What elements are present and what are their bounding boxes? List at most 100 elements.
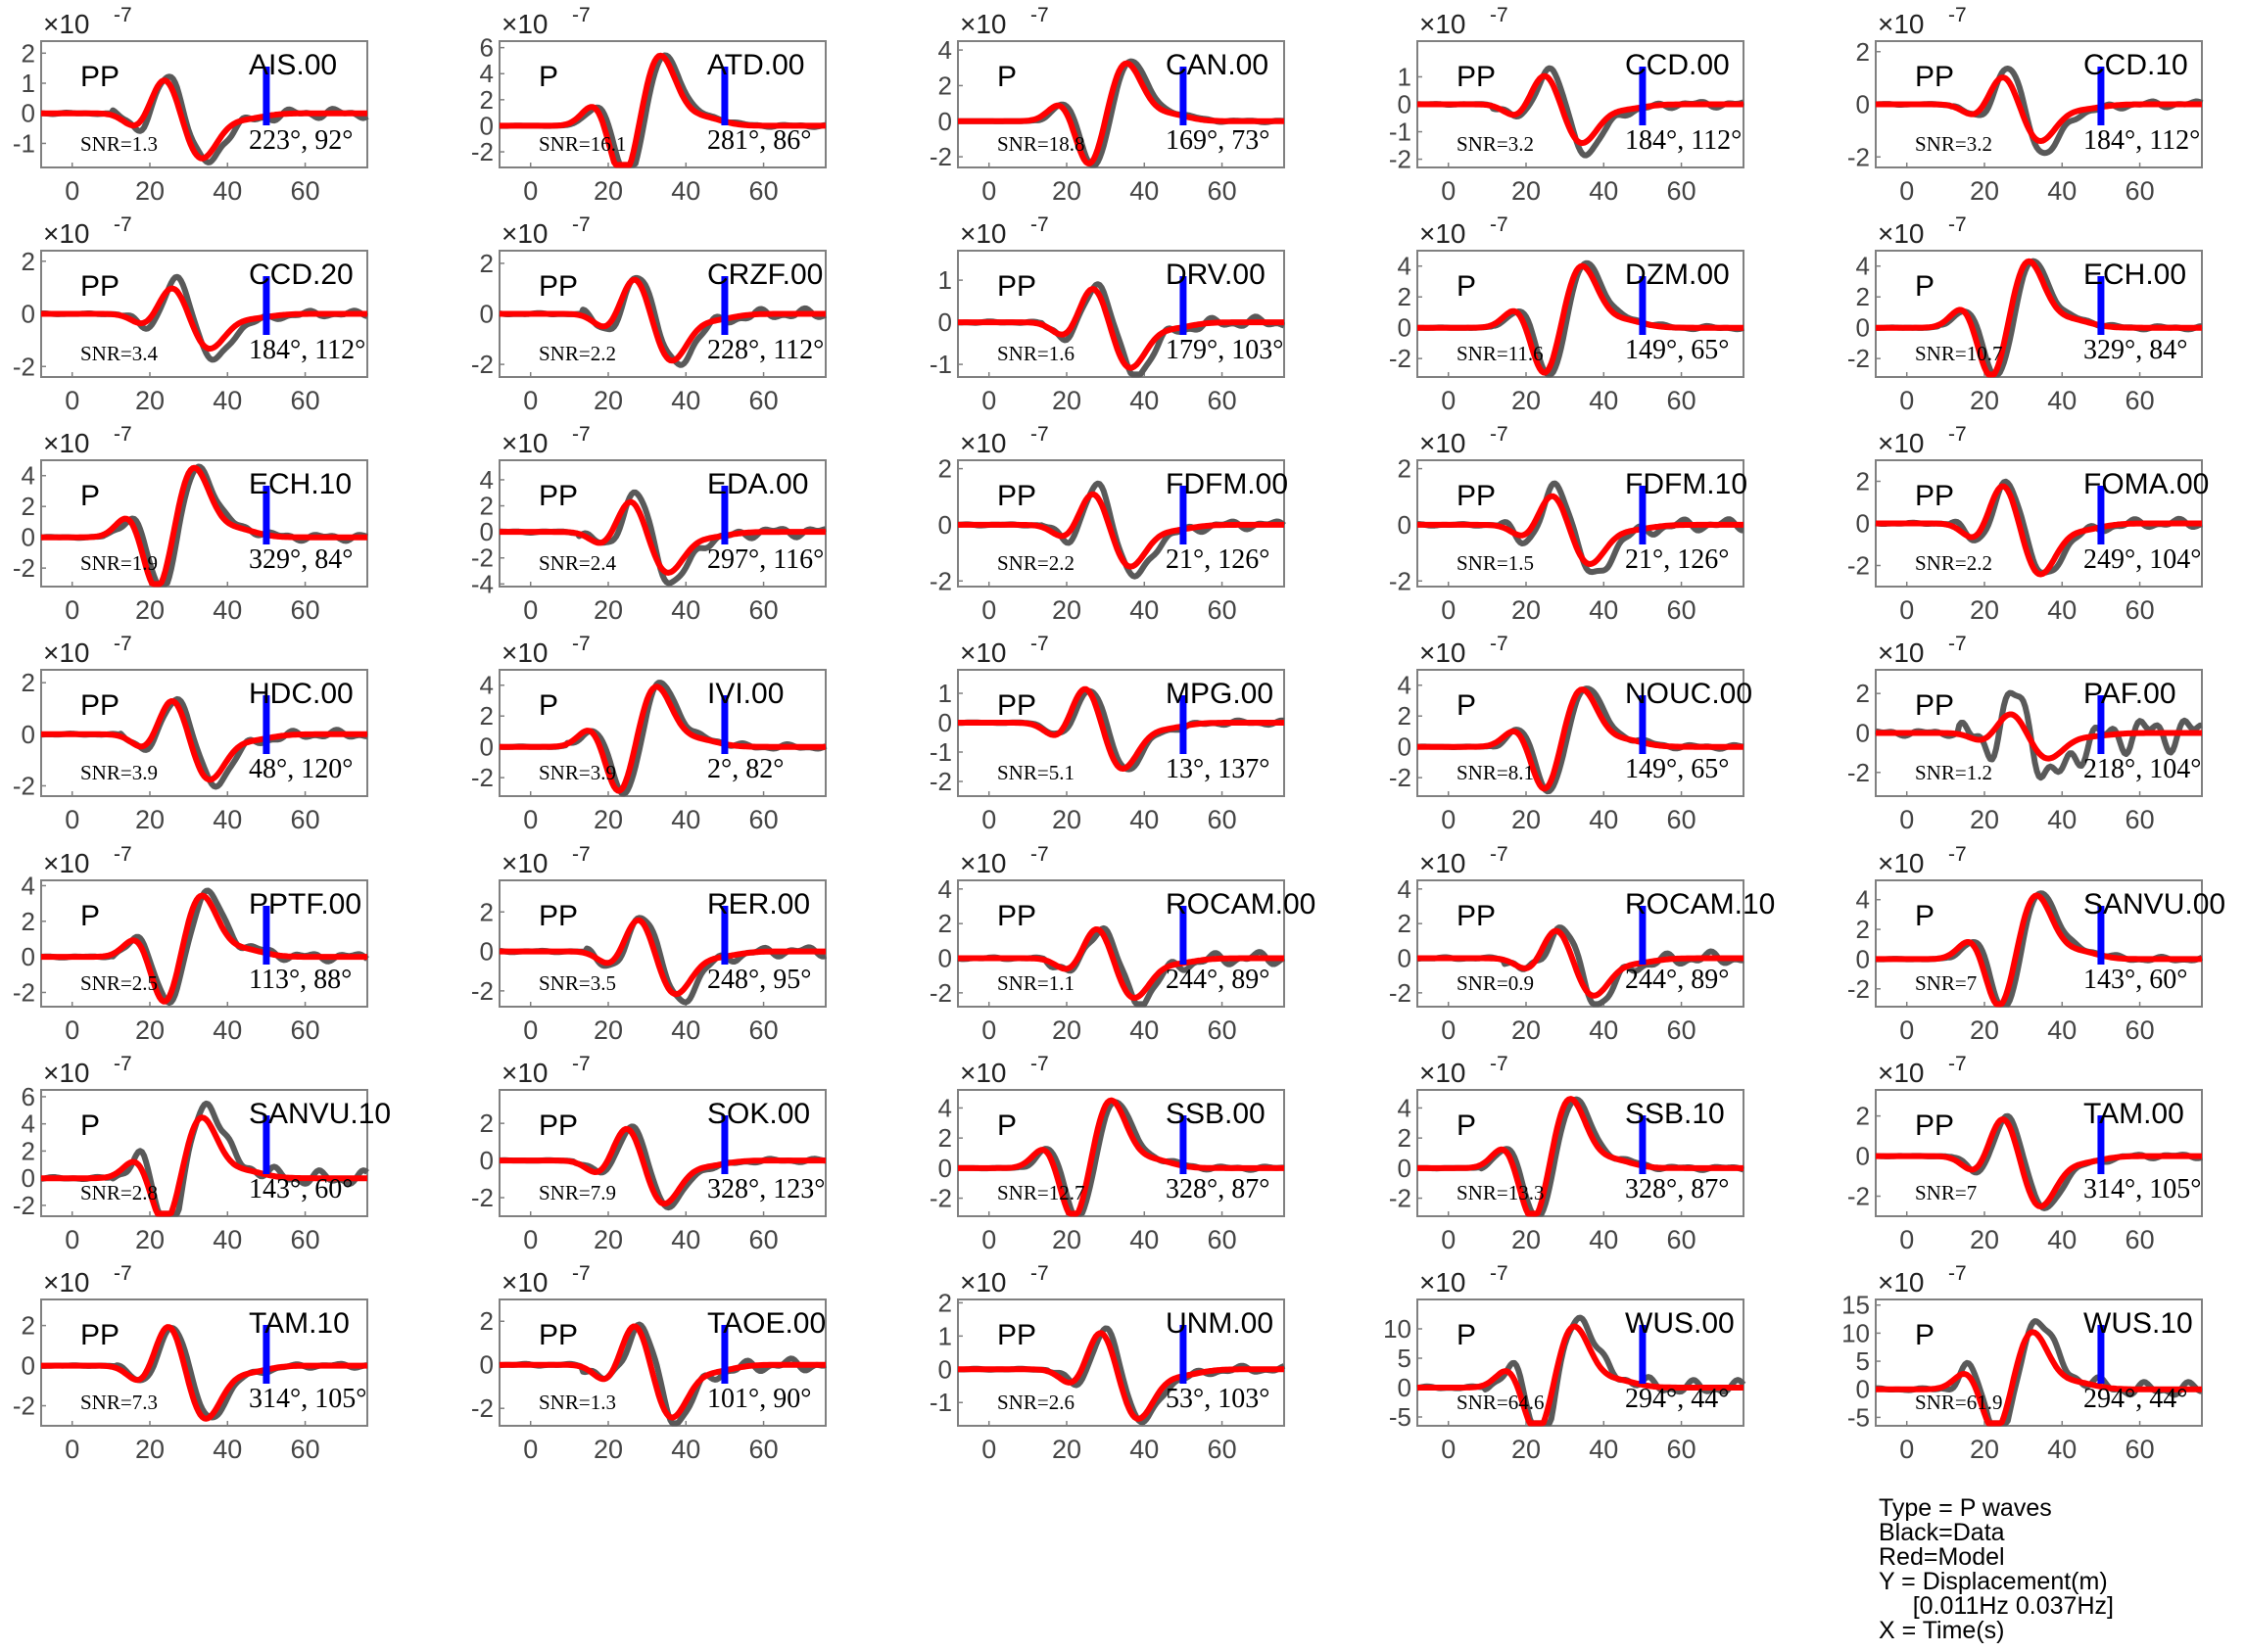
station-label: ROCAM.10 bbox=[1625, 888, 1775, 920]
exponent-power: -7 bbox=[1030, 1262, 1049, 1285]
y-tick-label: 2 bbox=[480, 897, 494, 926]
model-trace bbox=[1416, 1096, 1744, 1217]
snr-label: SNR=1.2 bbox=[1915, 761, 1992, 784]
snr-label: SNR=1.5 bbox=[1457, 551, 1534, 575]
x-tick-label: 0 bbox=[65, 595, 79, 625]
phase-label: PP bbox=[539, 270, 578, 303]
phase-label: P bbox=[997, 61, 1017, 93]
plot-frame bbox=[957, 40, 1285, 168]
model-trace bbox=[1875, 258, 2203, 378]
exponent-power: -7 bbox=[1030, 843, 1049, 866]
station-label: WUS.10 bbox=[2083, 1307, 2193, 1340]
x-tick-label: 60 bbox=[1208, 805, 1237, 834]
x-tick-label: 60 bbox=[1667, 1225, 1696, 1254]
y-tick-label: 0 bbox=[22, 942, 35, 971]
x-tick-label: 0 bbox=[1441, 386, 1456, 415]
exponent-power: -7 bbox=[572, 1262, 591, 1285]
y-tick-label: -2 bbox=[1847, 344, 1870, 373]
angles-label: 228°, 112° bbox=[707, 335, 824, 365]
phase-label: PP bbox=[1457, 480, 1496, 512]
phase-label: PP bbox=[1457, 900, 1496, 932]
y-tick-label: -2 bbox=[1389, 344, 1411, 373]
y-tick-label: -2 bbox=[930, 1184, 952, 1213]
phase-label: PP bbox=[1457, 61, 1496, 93]
plot-frame bbox=[1416, 879, 1744, 1008]
panel-crzf-00: ×10 -7 0 20 40 60 -2 0 2 PP CRZF.00 SNR=2.2 228°, 11… bbox=[471, 213, 827, 415]
x-tick-label: 20 bbox=[1052, 386, 1081, 415]
panel-drv-00: ×10 -7 0 20 40 60 -1 0 1 PP DRV.00 SNR=1.6 179°, 103… bbox=[930, 213, 1285, 415]
x-tick-label: 40 bbox=[1589, 386, 1618, 415]
phase-label: P bbox=[997, 1109, 1017, 1142]
y-tick-label: 2 bbox=[22, 907, 35, 936]
exponent-label: ×10 bbox=[1878, 1267, 1925, 1298]
panel-tam-00: ×10 -7 0 20 40 60 -2 0 2 PP TAM.00 SNR=7 314°, 105° bbox=[1847, 1053, 2203, 1254]
panel-hdc-00: ×10 -7 0 20 40 60 -2 0 2 PP HDC.00 SNR=3.9 48°, 120° bbox=[13, 633, 368, 834]
x-tick-label: 40 bbox=[671, 1225, 700, 1254]
exponent-label: ×10 bbox=[502, 428, 549, 458]
x-tick-label: 60 bbox=[749, 1435, 779, 1464]
snr-label: SNR=16.1 bbox=[539, 132, 626, 156]
model-trace bbox=[499, 276, 827, 364]
x-tick-label: 20 bbox=[135, 595, 165, 625]
x-tick-label: 40 bbox=[671, 595, 700, 625]
panel-ccd-10: ×10 -7 0 20 40 60 -2 0 2 PP CCD.10 SNR=3.2 184°, 112… bbox=[1847, 4, 2204, 206]
exponent-label: ×10 bbox=[960, 9, 1007, 39]
x-tick-label: 0 bbox=[1441, 805, 1456, 834]
exponent-label: ×10 bbox=[43, 1058, 90, 1088]
y-tick-label: -2 bbox=[1847, 1182, 1870, 1211]
phase-label: P bbox=[1915, 1319, 1935, 1351]
y-tick-label: -2 bbox=[1847, 551, 1870, 581]
plot-frame bbox=[1416, 1089, 1744, 1217]
y-tick-label: 5 bbox=[1398, 1344, 1411, 1373]
y-tick-label: 2 bbox=[1856, 37, 1870, 67]
model-trace bbox=[40, 77, 368, 162]
y-tick-label: 0 bbox=[1856, 509, 1870, 539]
model-trace bbox=[1875, 483, 2203, 578]
y-tick-label: -2 bbox=[471, 1183, 494, 1212]
snr-label: SNR=1.9 bbox=[80, 551, 158, 575]
x-tick-label: 20 bbox=[1511, 1435, 1541, 1464]
y-tick-label: 6 bbox=[22, 1082, 35, 1111]
exponent-label: ×10 bbox=[43, 848, 90, 878]
exponent-power: -7 bbox=[1948, 633, 1967, 655]
x-tick-label: 0 bbox=[981, 595, 996, 625]
x-tick-label: 0 bbox=[1899, 1435, 1914, 1464]
exponent-label: ×10 bbox=[1878, 1058, 1925, 1088]
exponent-label: ×10 bbox=[43, 218, 90, 249]
y-tick-label: 0 bbox=[22, 523, 35, 552]
angles-label: 169°, 73° bbox=[1166, 125, 1269, 156]
snr-label: SNR=1.3 bbox=[80, 132, 158, 156]
x-tick-label: 20 bbox=[1970, 1225, 1999, 1254]
y-tick-label: -2 bbox=[1847, 142, 1870, 171]
y-tick-label: -1 bbox=[13, 128, 35, 158]
x-tick-label: 60 bbox=[749, 805, 779, 834]
x-tick-label: 40 bbox=[671, 1015, 700, 1045]
notes-x-axis: X = Time(s) bbox=[1879, 1617, 2005, 1644]
x-tick-label: 40 bbox=[1129, 805, 1159, 834]
station-label: FOMA.00 bbox=[2083, 468, 2209, 500]
x-tick-label: 20 bbox=[135, 1225, 165, 1254]
exponent-power: -7 bbox=[1490, 633, 1508, 655]
x-tick-label: 60 bbox=[291, 176, 320, 206]
x-tick-label: 20 bbox=[1052, 595, 1081, 625]
model-trace bbox=[499, 917, 827, 998]
x-tick-label: 60 bbox=[1667, 176, 1696, 206]
model-trace bbox=[499, 52, 827, 168]
y-tick-label: 2 bbox=[480, 1109, 494, 1138]
station-label: FDFM.00 bbox=[1166, 468, 1288, 500]
y-tick-label: -2 bbox=[13, 352, 35, 381]
snr-label: SNR=3.9 bbox=[80, 761, 158, 784]
x-tick-label: 20 bbox=[594, 1225, 623, 1254]
x-tick-label: 40 bbox=[671, 386, 700, 415]
plot-frame bbox=[40, 40, 368, 168]
station-label: SANVU.00 bbox=[2083, 888, 2225, 920]
y-tick-label: 2 bbox=[1856, 282, 1870, 311]
model-trace bbox=[1416, 493, 1744, 567]
angles-label: 281°, 86° bbox=[707, 125, 811, 156]
model-trace bbox=[40, 1114, 368, 1217]
panel-fdfm-00: ×10 -7 0 20 40 60 -2 0 2 PP FDFM.00 SNR=2.2 21°, 126… bbox=[930, 423, 1288, 625]
x-tick-label: 20 bbox=[1511, 595, 1541, 625]
model-trace bbox=[499, 1125, 827, 1207]
